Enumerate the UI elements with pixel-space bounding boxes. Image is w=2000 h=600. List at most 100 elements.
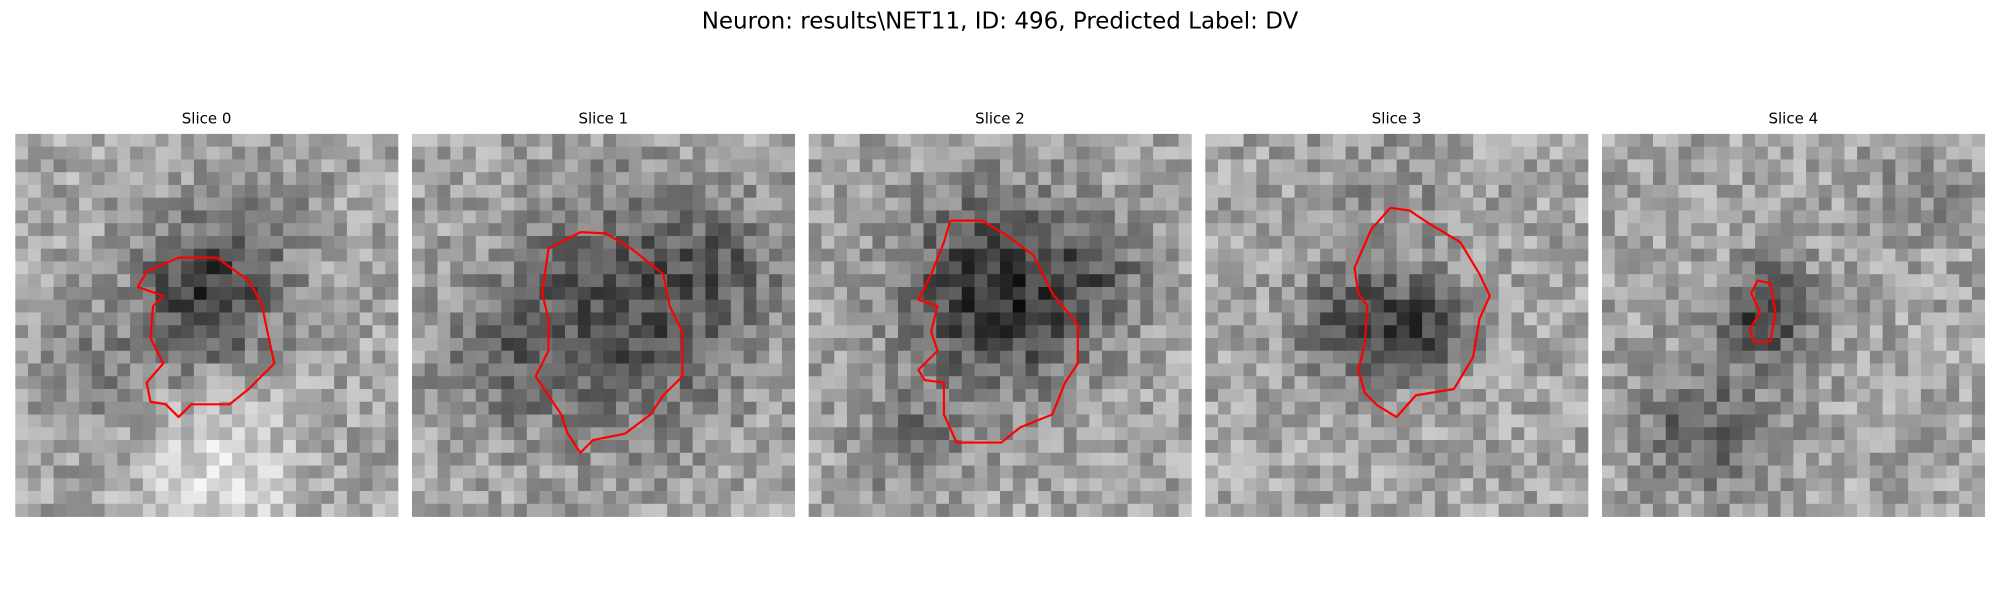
image-pixel: [1076, 197, 1090, 211]
image-pixel: [730, 465, 745, 479]
image-pixel: [718, 172, 732, 186]
image-pixel: [488, 248, 502, 262]
image-pixel: [1971, 478, 1986, 492]
image-pixel: [974, 299, 988, 313]
image-pixel: [705, 146, 719, 160]
image-pixel: [1281, 325, 1295, 339]
image-pixel: [28, 223, 42, 237]
image-pixel: [1614, 376, 1628, 390]
image-pixel: [257, 223, 271, 237]
image-pixel: [1051, 376, 1065, 390]
image-pixel: [679, 197, 693, 211]
image-pixel: [641, 159, 655, 173]
image-pixel: [577, 248, 591, 262]
image-pixel: [1678, 197, 1692, 211]
image-pixel: [412, 389, 426, 403]
image-pixel: [1307, 389, 1321, 403]
image-pixel: [821, 159, 835, 173]
image-pixel: [283, 312, 297, 326]
image-pixel: [1473, 210, 1487, 224]
image-pixel: [257, 389, 271, 403]
image-pixel: [1485, 491, 1500, 505]
image-pixel: [501, 235, 515, 250]
contour: [1748, 279, 1777, 343]
image-pixel: [1780, 133, 1794, 148]
image-pixel: [1025, 440, 1039, 454]
image-pixel: [846, 350, 861, 364]
image-pixel: [1102, 440, 1116, 454]
image-pixel: [283, 401, 297, 415]
image-pixel: [232, 350, 246, 364]
image-pixel: [1549, 235, 1563, 250]
image-pixel: [308, 465, 322, 479]
image-pixel: [1704, 172, 1718, 186]
image-pixel: [514, 159, 528, 173]
image-pixel: [1485, 197, 1500, 211]
image-pixel: [987, 133, 1001, 148]
image-pixel: [1831, 376, 1845, 390]
image-pixel: [1485, 248, 1500, 262]
image-pixel: [232, 274, 246, 288]
image-pixel: [1114, 325, 1128, 339]
image-pixel: [1332, 350, 1346, 364]
image-pixel: [15, 465, 29, 479]
image-pixel: [1281, 172, 1295, 186]
image-pixel: [565, 159, 579, 173]
image-pixel: [244, 401, 259, 415]
image-pixel: [603, 197, 617, 211]
image-pixel: [437, 503, 451, 517]
image-pixel: [463, 299, 477, 313]
image-pixel: [923, 223, 937, 237]
image-pixel: [450, 337, 464, 352]
image-pixel: [705, 325, 719, 339]
image-pixel: [321, 337, 335, 352]
image-pixel: [1869, 376, 1883, 390]
image-pixel: [1946, 325, 1960, 339]
image-pixel: [885, 478, 899, 492]
image-pixel: [910, 133, 924, 148]
image-pixel: [1294, 337, 1308, 352]
image-pixel: [1908, 503, 1922, 517]
image-pixel: [437, 184, 451, 199]
image-pixel: [1549, 299, 1563, 313]
image-pixel: [1869, 337, 1883, 352]
image-pixel: [1959, 503, 1973, 517]
image-pixel: [1205, 172, 1219, 186]
image-pixel: [206, 197, 220, 211]
image-pixel: [1946, 159, 1960, 173]
image-pixel: [897, 452, 912, 466]
image-pixel: [1575, 223, 1589, 237]
image-pixel: [1051, 223, 1065, 237]
image-pixel: [961, 172, 975, 186]
image-pixel: [168, 286, 182, 301]
image-pixel: [15, 452, 29, 466]
image-pixel: [1114, 312, 1128, 326]
image-pixel: [692, 478, 706, 492]
image-pixel: [1345, 325, 1359, 339]
image-pixel: [1498, 312, 1512, 326]
image-pixel: [270, 440, 284, 454]
image-pixel: [1602, 465, 1616, 479]
image-pixel: [565, 274, 579, 288]
image-pixel: [1524, 452, 1538, 466]
image-pixel: [1281, 503, 1295, 517]
image-pixel: [756, 503, 770, 517]
image-pixel: [168, 452, 182, 466]
image-pixel: [1959, 440, 1973, 454]
image-pixel: [1895, 146, 1909, 160]
image-pixel: [1165, 503, 1179, 517]
image-pixel: [1511, 133, 1525, 148]
image-pixel: [1511, 261, 1525, 275]
image-pixel: [1933, 299, 1947, 313]
image-pixel: [1422, 312, 1436, 326]
image-pixel: [321, 427, 335, 441]
image-pixel: [1063, 133, 1077, 148]
image-pixel: [1051, 363, 1065, 377]
image-pixel: [987, 376, 1001, 390]
image-pixel: [616, 478, 630, 492]
image-pixel: [1933, 133, 1947, 148]
image-pixel: [936, 312, 950, 326]
image-pixel: [1614, 491, 1628, 505]
image-pixel: [1205, 133, 1219, 148]
image-pixel: [539, 159, 553, 173]
